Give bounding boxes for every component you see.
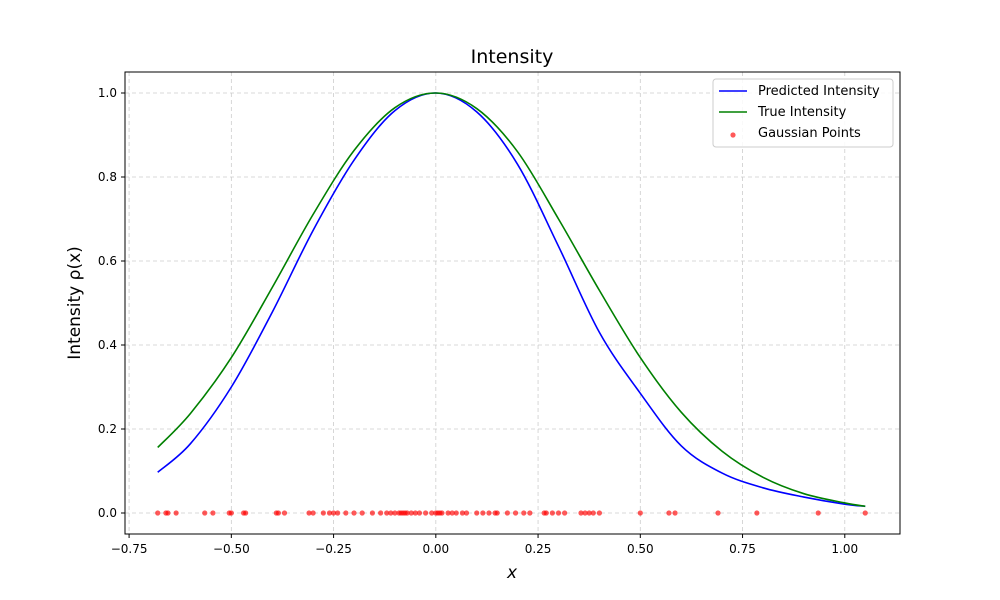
gaussian-point [412, 510, 418, 516]
gaussian-point [326, 510, 333, 516]
gaussian-point [369, 510, 376, 516]
gaussian-point [582, 510, 588, 516]
x-tick-label: 0.00 [422, 542, 449, 556]
gaussian-point [343, 510, 349, 516]
x-axis: −0.75 −0.50 −0.25 0.00 0.25 0.50 0.75 1.00 [111, 534, 858, 556]
x-tick-label: −0.75 [111, 542, 148, 556]
gaussian-point [815, 510, 821, 516]
gaussian-point [330, 510, 337, 516]
legend: Predicted Intensity True Intensity Gaussia… [712, 78, 894, 148]
gaussian-point [408, 510, 414, 516]
gaussian-point [310, 510, 316, 516]
gaussian-point [210, 510, 216, 516]
gaussian-point [474, 510, 480, 516]
y-tick-label: 1.0 [98, 86, 117, 100]
gaussian-point [543, 510, 549, 516]
gaussian-point [378, 510, 384, 516]
gaussian-point [281, 510, 288, 516]
grid [125, 72, 900, 534]
gaussian-point [549, 510, 555, 516]
gaussian-point [480, 510, 486, 516]
gaussian-point [512, 510, 519, 516]
gaussian-point [228, 510, 234, 516]
legend-label-true-intensity: True Intensity [757, 105, 847, 120]
x-tick-label: 0.25 [525, 542, 552, 556]
gaussian-point [666, 510, 672, 516]
gaussian-point [165, 510, 171, 516]
gaussian-point [449, 510, 455, 516]
legend-label-gaussian-points: Gaussian Points [758, 126, 861, 141]
legend-box [712, 78, 894, 148]
gaussian-point [359, 510, 365, 516]
gaussian-point [494, 510, 500, 516]
gaussian-point [351, 510, 357, 516]
gaussian-point [459, 510, 466, 516]
gaussian-point [486, 510, 492, 516]
gaussian-point [672, 510, 678, 516]
gaussian-point [463, 510, 470, 516]
gaussian-point [416, 510, 423, 516]
gaussian-point [445, 510, 451, 516]
x-tick-label: 1.00 [831, 542, 858, 556]
y-tick-label: 0.6 [98, 254, 117, 268]
gaussian-point [392, 510, 398, 516]
gaussian-point [335, 510, 341, 516]
gaussian-point [527, 510, 533, 516]
y-axis-label: Intensity ρ(x) [65, 246, 85, 360]
gaussian-point [173, 510, 179, 516]
x-tick-label: −0.25 [315, 542, 352, 556]
gaussian-point [243, 510, 249, 516]
gaussian-point [202, 510, 208, 516]
y-tick-label: 0.4 [98, 338, 117, 352]
axes-frame [124, 71, 901, 535]
gaussian-point [596, 510, 603, 516]
legend-swatch-gaussian-points [730, 132, 736, 138]
y-tick-label: 0.8 [98, 170, 117, 184]
gaussian-point [429, 510, 435, 516]
gaussian-point [422, 510, 429, 516]
gaussian-point [439, 510, 445, 516]
gaussian-point [586, 510, 592, 516]
chart-title: Intensity [471, 46, 554, 68]
gaussian-point [306, 510, 312, 516]
x-axis-label: x [506, 563, 518, 583]
gaussian-point [590, 510, 596, 516]
legend-label-predicted-intensity: Predicted Intensity [758, 84, 880, 99]
predicted-intensity-line [157, 92, 866, 508]
gaussian-point [754, 510, 760, 516]
y-axis: 0.0 0.2 0.4 0.6 0.8 1.0 [98, 86, 125, 520]
gaussian-point [555, 510, 562, 516]
gaussian-point [862, 510, 868, 516]
gaussian-point [578, 510, 584, 516]
gaussian-point [404, 510, 410, 516]
gaussian-point [715, 510, 721, 516]
gaussian-point [275, 510, 281, 516]
x-tick-label: −0.50 [213, 542, 250, 556]
x-tick-label: 0.75 [729, 542, 756, 556]
gaussian-point [155, 510, 161, 516]
gaussian-point [453, 510, 459, 516]
plot-area [155, 92, 868, 516]
y-tick-label: 0.0 [98, 506, 117, 520]
y-tick-label: 0.2 [98, 422, 117, 436]
gaussian-point [388, 510, 394, 516]
gaussian-point [384, 510, 390, 516]
true-intensity-line [157, 92, 866, 508]
gaussian-point [320, 510, 326, 516]
gaussian-point [504, 510, 510, 516]
x-tick-label: 0.50 [627, 542, 654, 556]
gaussian-point [521, 510, 527, 516]
gaussian-point [637, 510, 643, 516]
gaussian-point [562, 510, 568, 516]
